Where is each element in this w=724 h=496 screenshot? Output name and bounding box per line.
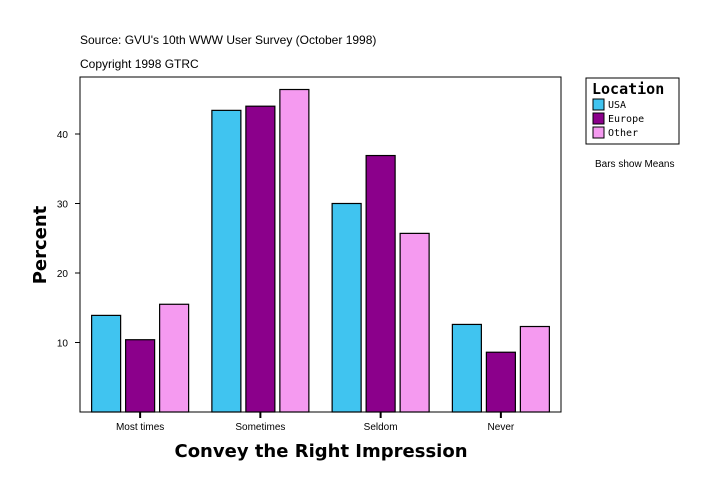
bar-usa-1 <box>211 109 242 413</box>
x-tick-label: Sometimes <box>235 422 285 433</box>
bar-other-2 <box>399 232 430 413</box>
legend-label-europe: Europe <box>608 114 644 125</box>
bar-europe-0 <box>125 339 156 413</box>
bar-usa-3 <box>451 323 482 413</box>
bar-europe-1 <box>245 105 276 413</box>
y-tick-label: 30 <box>57 199 69 210</box>
chart-subtitle: Copyright 1998 GTRC <box>80 57 199 71</box>
y-tick-label: 20 <box>57 269 69 280</box>
plot-area <box>79 76 562 413</box>
x-tick-label: Seldom <box>364 422 398 433</box>
legend: Location USA Europe Other <box>585 77 680 145</box>
legend-label-other: Other <box>608 128 638 139</box>
chart-note: Bars show Means <box>595 159 674 170</box>
legend-label-usa: USA <box>608 100 626 111</box>
bar-usa-0 <box>91 314 122 413</box>
legend-swatch-europe <box>592 112 605 125</box>
bar-other-3 <box>519 325 550 413</box>
legend-swatch-usa <box>592 98 605 111</box>
bar-europe-2 <box>365 154 396 413</box>
y-tick-label: 10 <box>57 338 69 349</box>
x-tick-label: Never <box>488 422 515 433</box>
y-tick-label: 40 <box>57 130 69 141</box>
bar-usa-2 <box>331 202 362 413</box>
x-tick-label: Most times <box>116 422 164 433</box>
y-axis-label: Percent <box>30 205 51 284</box>
legend-title: Location <box>592 80 664 98</box>
bar-other-0 <box>159 303 190 413</box>
legend-swatch-other <box>592 126 605 139</box>
bar-other-1 <box>279 88 310 413</box>
x-axis-label: Convey the Right Impression <box>174 441 467 462</box>
bar-europe-3 <box>485 351 516 413</box>
chart-title: Source: GVU's 10th WWW User Survey (Octo… <box>80 33 376 47</box>
